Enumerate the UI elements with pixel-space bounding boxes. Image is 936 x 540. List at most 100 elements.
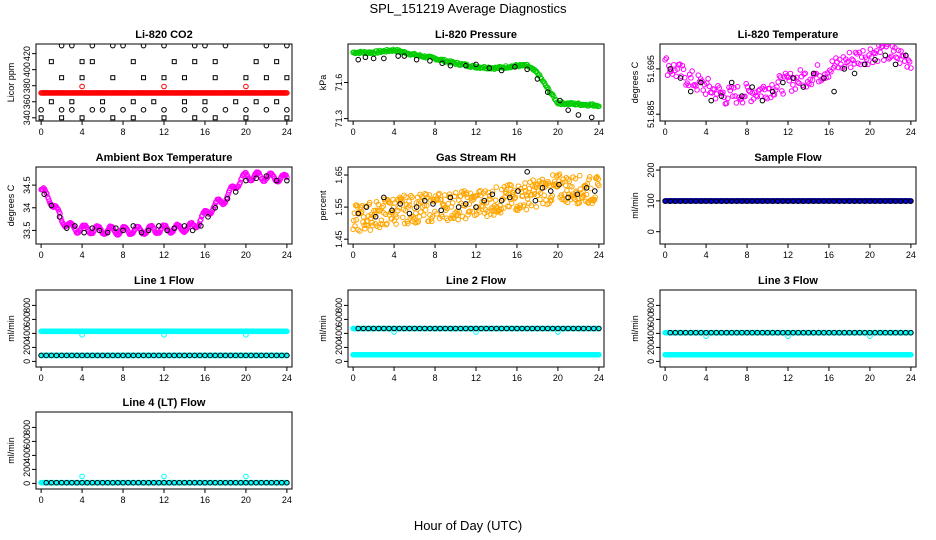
data-point: [585, 325, 592, 332]
data-point: [677, 329, 684, 336]
data-point: [487, 196, 493, 202]
data-point: [547, 188, 554, 194]
data-point: [662, 198, 668, 204]
data-point: [583, 191, 590, 198]
data-point: [475, 192, 481, 198]
data-point: [161, 83, 167, 90]
data-point: [549, 193, 555, 199]
data-point: [544, 89, 551, 95]
x-tick-label: 20: [865, 373, 875, 383]
data-point: [565, 107, 571, 113]
data-point: [350, 217, 357, 224]
data-point: [500, 205, 507, 211]
data-point: [667, 66, 674, 72]
x-tick-label: 8: [745, 127, 750, 137]
data-point: [89, 44, 96, 49]
y-tick-label: 0: [334, 359, 344, 364]
y-axis-label: percent: [318, 190, 328, 221]
data-point: [120, 227, 126, 234]
x-tick-label: 4: [392, 127, 397, 137]
data-point: [176, 352, 183, 359]
x-tick-label: 20: [865, 127, 875, 137]
data-point: [284, 479, 290, 486]
data-point: [698, 329, 704, 336]
data-point: [498, 325, 505, 332]
data-point: [894, 55, 901, 61]
data-point: [360, 214, 367, 220]
data-point: [836, 198, 843, 204]
data-point: [902, 198, 909, 204]
x-tick-label: 12: [783, 250, 793, 260]
y-axis-label: ml/min: [318, 315, 328, 342]
data-point: [284, 328, 290, 335]
data-point: [731, 84, 737, 91]
x-tick-label: 24: [594, 373, 604, 383]
data-point: [161, 75, 167, 81]
data-point: [749, 329, 755, 336]
data-point: [862, 61, 868, 68]
x-tick-label: 24: [906, 127, 916, 137]
data-point: [473, 204, 479, 210]
data-point: [274, 59, 280, 65]
data-point: [140, 352, 147, 359]
data-point: [232, 189, 239, 195]
series-group: [350, 46, 602, 121]
data-point: [908, 329, 914, 336]
data-point: [588, 114, 595, 121]
data-point: [43, 479, 50, 486]
data-point: [902, 52, 909, 59]
data-point: [711, 86, 718, 93]
data-point: [826, 67, 833, 74]
data-point: [800, 329, 807, 336]
data-point: [524, 66, 531, 73]
data-point: [79, 332, 85, 338]
data-point: [828, 68, 834, 75]
data-point: [58, 106, 65, 113]
data-point: [76, 228, 83, 234]
data-point: [243, 75, 249, 81]
data-point: [83, 223, 89, 230]
data-point: [381, 55, 387, 62]
data-point: [592, 194, 598, 200]
x-tick-label: 0: [351, 373, 356, 383]
y-tick-label: 200: [22, 340, 32, 355]
data-point: [171, 479, 178, 486]
x-tick-label: 24: [282, 250, 292, 260]
data-point: [744, 329, 750, 336]
data-point: [537, 196, 543, 203]
data-point: [202, 99, 208, 105]
data-point: [243, 177, 249, 184]
x-tick-label: 16: [512, 127, 522, 137]
data-point: [151, 99, 157, 105]
data-point: [232, 479, 239, 486]
data-point: [48, 99, 54, 105]
data-point: [197, 479, 203, 486]
data-point: [703, 329, 709, 336]
data-point: [498, 206, 504, 212]
panel-li820-temperature: Li-820 Temperature 0 4 8 12 16 20 24 51.685 51.69…: [630, 29, 917, 137]
data-point: [556, 171, 563, 178]
data-point: [130, 59, 136, 65]
data-point: [555, 329, 561, 335]
y-tick-label: 200: [22, 462, 32, 477]
data-point: [58, 44, 65, 49]
data-point: [69, 479, 75, 486]
data-point: [467, 208, 473, 215]
data-point: [386, 325, 392, 332]
x-tick-label: 16: [200, 495, 210, 505]
data-point: [243, 352, 249, 359]
data-point: [503, 325, 510, 332]
data-point: [867, 46, 874, 53]
y-tick-label: 200: [646, 163, 656, 178]
x-tick-label: 20: [865, 250, 875, 260]
data-point: [780, 329, 786, 336]
data-point: [141, 75, 147, 81]
data-point: [362, 49, 369, 55]
data-point: [192, 59, 198, 65]
x-tick-label: 24: [282, 127, 292, 137]
data-point: [734, 329, 740, 336]
data-point: [125, 479, 131, 486]
data-point: [902, 329, 909, 336]
data-point: [63, 479, 70, 486]
data-point: [821, 75, 827, 81]
